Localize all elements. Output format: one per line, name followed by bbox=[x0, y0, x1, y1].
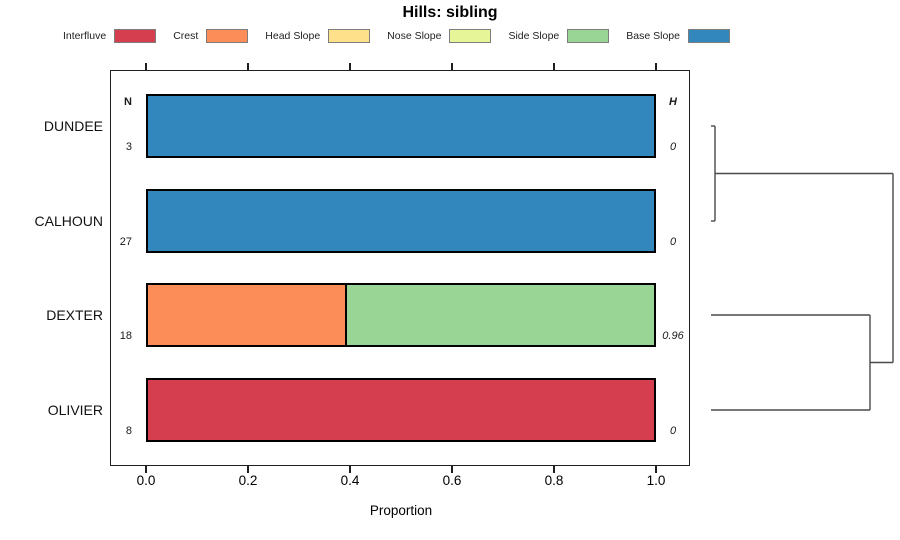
x-axis-tick-top bbox=[451, 63, 453, 70]
bar-segment-crest bbox=[148, 285, 345, 345]
legend-item-nose-slope: Nose Slope bbox=[387, 29, 492, 43]
row-label: CALHOUN bbox=[34, 213, 103, 229]
legend-swatch-icon bbox=[449, 29, 492, 43]
x-axis-tick-top bbox=[655, 63, 657, 70]
x-axis-tick-label: 0.4 bbox=[340, 473, 360, 488]
x-axis-tick-bottom bbox=[451, 466, 453, 473]
x-axis-tick-top bbox=[145, 63, 147, 70]
x-axis-tick-label: 0.0 bbox=[136, 473, 156, 488]
legend-label: Side Slope bbox=[508, 30, 560, 42]
h-value: 0.96 bbox=[662, 330, 684, 342]
x-axis-tick-label: 1.0 bbox=[646, 473, 666, 488]
legend-label: Head Slope bbox=[265, 30, 321, 42]
legend-label: Nose Slope bbox=[387, 30, 442, 42]
bar-segment-base-slope bbox=[148, 191, 654, 251]
n-value: 8 bbox=[125, 425, 132, 437]
x-axis-tick-top bbox=[553, 63, 555, 70]
bar-row-olivier bbox=[146, 378, 656, 442]
legend-swatch-icon bbox=[206, 29, 249, 43]
legend-swatch-icon bbox=[687, 29, 730, 43]
legend-label: Interfluve bbox=[63, 30, 107, 42]
h-value: 0 bbox=[669, 425, 677, 437]
chart-title: Hills: sibling bbox=[402, 4, 498, 21]
x-axis-tick-top bbox=[349, 63, 351, 70]
legend-item-interfluve: Interfluve bbox=[63, 29, 157, 43]
legend: Interfluve Crest Head Slope Nose Slope Side … bbox=[63, 27, 747, 45]
x-axis-tick-bottom bbox=[553, 466, 555, 473]
x-axis-tick-label: 0.2 bbox=[238, 473, 258, 488]
n-column-header: N bbox=[124, 96, 132, 108]
h-column-header: H bbox=[669, 96, 677, 108]
bar-row-dexter bbox=[146, 283, 656, 347]
legend-swatch-icon bbox=[114, 29, 157, 43]
n-value: 18 bbox=[119, 330, 132, 342]
bar-segment-interfluve bbox=[148, 380, 654, 440]
bar-row-dundee bbox=[146, 94, 656, 158]
row-label: DEXTER bbox=[46, 307, 103, 323]
bar-row-calhoun bbox=[146, 189, 656, 253]
legend-label: Base Slope bbox=[626, 30, 680, 42]
x-axis-tick-label: 0.6 bbox=[442, 473, 462, 488]
legend-item-base-slope: Base Slope bbox=[626, 29, 730, 43]
legend-swatch-icon bbox=[567, 29, 610, 43]
row-label: OLIVIER bbox=[47, 402, 103, 418]
legend-label: Crest bbox=[173, 30, 199, 42]
legend-item-side-slope: Side Slope bbox=[508, 29, 610, 43]
x-axis-tick-bottom bbox=[145, 466, 147, 473]
h-value: 0 bbox=[669, 141, 677, 153]
n-value: 3 bbox=[125, 141, 132, 153]
legend-swatch-icon bbox=[328, 29, 371, 43]
x-axis-label: Proportion bbox=[369, 503, 433, 518]
x-axis-tick-bottom bbox=[247, 466, 249, 473]
bar-segment-side-slope bbox=[344, 285, 654, 345]
bar-segment-base-slope bbox=[148, 96, 654, 156]
legend-item-crest: Crest bbox=[173, 29, 249, 43]
row-label: DUNDEE bbox=[43, 118, 103, 134]
h-value: 0 bbox=[669, 236, 677, 248]
x-axis-tick-label: 0.8 bbox=[544, 473, 564, 488]
x-axis-tick-bottom bbox=[349, 466, 351, 473]
x-axis-tick-bottom bbox=[655, 466, 657, 473]
n-value: 27 bbox=[119, 236, 132, 248]
legend-item-head-slope: Head Slope bbox=[265, 29, 371, 43]
x-axis-tick-top bbox=[247, 63, 249, 70]
